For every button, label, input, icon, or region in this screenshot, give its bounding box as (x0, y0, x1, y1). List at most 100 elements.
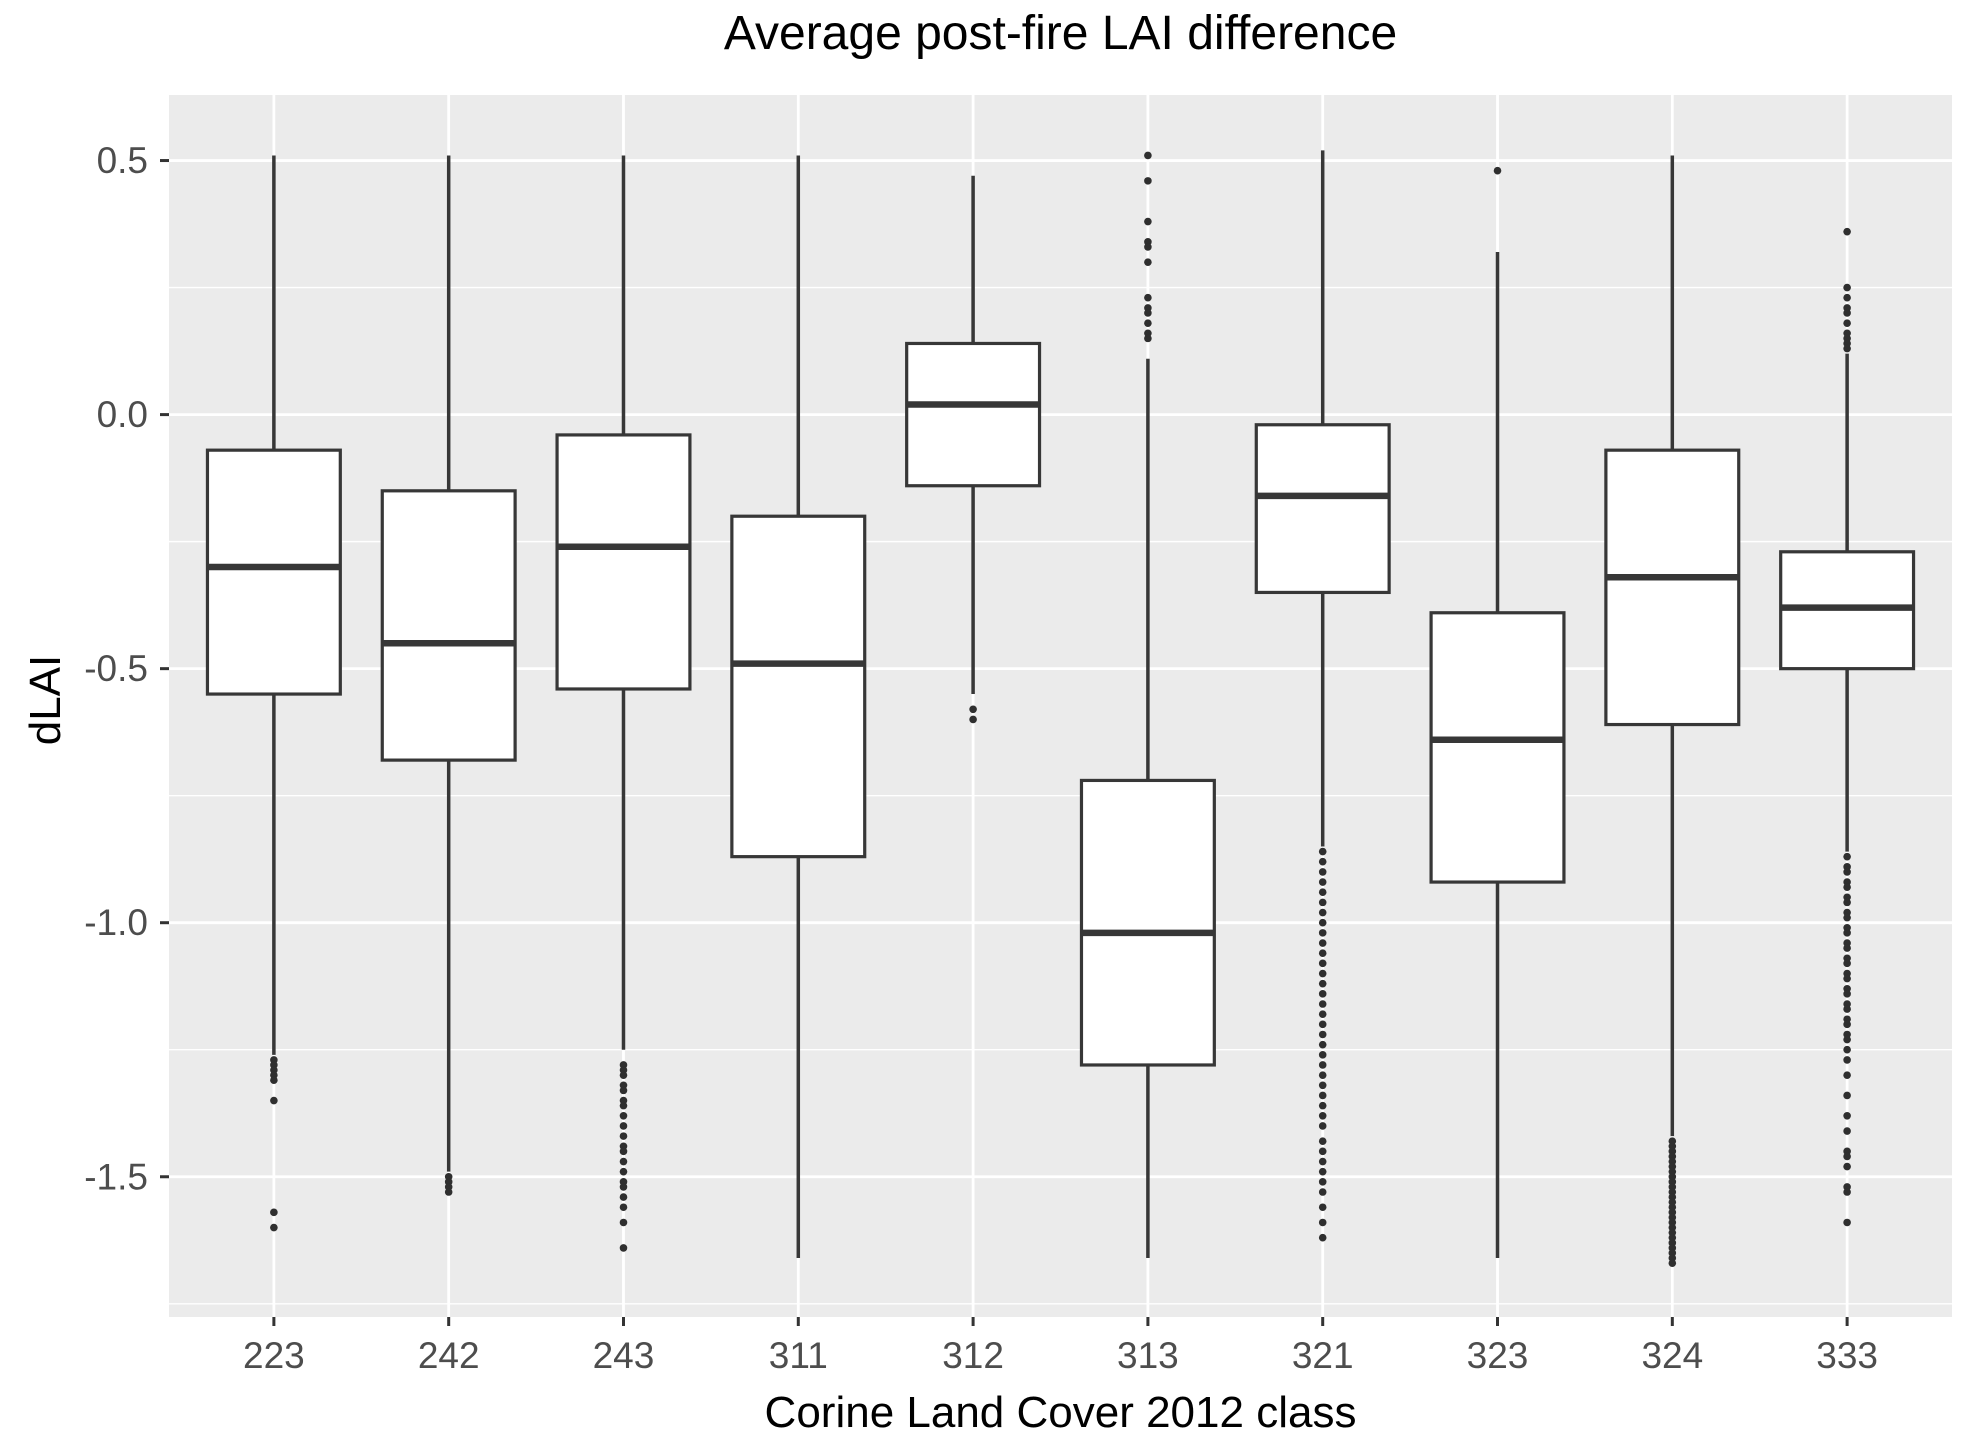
outlier-point-321 (1318, 1081, 1327, 1090)
outlier-point-243 (619, 1111, 628, 1120)
chart-title: Average post-fire LAI difference (723, 7, 1398, 60)
outlier-point-243 (619, 1071, 628, 1079)
x-tick-label-324: 324 (1641, 1335, 1703, 1376)
outlier-point-321 (1318, 1218, 1327, 1227)
outlier-point-333 (1843, 1127, 1851, 1135)
outlier-point-321 (1318, 868, 1327, 876)
outlier-point-243 (619, 1167, 628, 1176)
outlier-point-333 (1843, 283, 1851, 292)
outlier-point-313 (1144, 309, 1152, 317)
outlier-point-313 (1144, 243, 1152, 251)
outlier-point-243 (619, 1086, 628, 1095)
outlier-point-321 (1318, 1111, 1327, 1120)
outlier-point-243 (619, 1147, 628, 1156)
outlier-point-313 (1144, 293, 1152, 302)
y-tick-label: 0.0 (97, 394, 148, 435)
outlier-point-321 (1318, 1091, 1327, 1100)
outlier-point-321 (1318, 1203, 1327, 1212)
outlier-point-321 (1318, 1000, 1327, 1008)
outlier-point-243 (619, 1244, 628, 1252)
y-tick-label: -1.0 (84, 902, 148, 943)
outlier-point-321 (1318, 1010, 1327, 1018)
box-311 (730, 514, 867, 859)
y-axis-title: dLAI (21, 654, 70, 746)
outlier-point-243 (619, 1218, 628, 1227)
outlier-point-321 (1318, 979, 1327, 988)
outlier-point-321 (1318, 1061, 1327, 1069)
x-tick-label-311: 311 (769, 1335, 828, 1376)
outlier-point-321 (1318, 1020, 1327, 1029)
y-tick-label: -1.5 (84, 1156, 148, 1197)
box-242 (380, 489, 517, 762)
outlier-point-333 (1843, 1188, 1851, 1196)
outlier-point-333 (1843, 1218, 1851, 1227)
outlier-point-333 (1843, 944, 1851, 952)
outlier-point-321 (1318, 1122, 1327, 1130)
box-223 (205, 448, 342, 696)
outlier-point-333 (1843, 227, 1851, 236)
box-323 (1429, 611, 1566, 884)
box-312 (905, 341, 1042, 488)
outlier-point-321 (1318, 898, 1327, 907)
outlier-point-333 (1843, 913, 1851, 922)
outlier-point-321 (1318, 1071, 1327, 1079)
outlier-point-321 (1318, 878, 1327, 886)
outlier-point-321 (1318, 1030, 1327, 1039)
outlier-point-313 (1144, 258, 1152, 266)
outlier-point-333 (1843, 974, 1851, 983)
outlier-point-243 (619, 1193, 628, 1201)
outlier-point-313 (1144, 319, 1152, 327)
outlier-point-321 (1318, 918, 1327, 927)
outlier-point-321 (1318, 1040, 1327, 1049)
outlier-point-321 (1318, 908, 1327, 917)
box-321 (1254, 423, 1391, 595)
outlier-point-223 (270, 1076, 278, 1085)
x-tick-label-242: 242 (418, 1335, 480, 1376)
x-tick-label-243: 243 (593, 1335, 655, 1376)
outlier-point-333 (1843, 1071, 1851, 1079)
outlier-point-333 (1843, 1056, 1851, 1064)
outlier-point-321 (1318, 1137, 1327, 1145)
outlier-point-312 (969, 705, 977, 714)
outlier-point-333 (1843, 990, 1851, 998)
outlier-point-333 (1843, 868, 1851, 876)
outlier-point-223 (270, 1223, 278, 1232)
outlier-point-321 (1318, 949, 1327, 957)
outlier-point-333 (1843, 293, 1851, 302)
outlier-point-321 (1318, 939, 1327, 947)
outlier-point-242 (444, 1188, 453, 1196)
outlier-point-321 (1318, 1157, 1327, 1166)
outlier-point-333 (1843, 883, 1851, 891)
x-tick-label-223: 223 (243, 1335, 305, 1376)
outlier-point-333 (1843, 309, 1851, 317)
outlier-point-321 (1318, 857, 1327, 866)
outlier-point-321 (1318, 1167, 1327, 1176)
outlier-point-223 (270, 1096, 278, 1105)
outlier-point-333 (1843, 1005, 1851, 1013)
outlier-point-321 (1318, 959, 1327, 968)
outlier-point-321 (1318, 1101, 1327, 1110)
box-324 (1604, 448, 1741, 727)
x-tick-label-323: 323 (1467, 1335, 1529, 1376)
outlier-point-323 (1493, 166, 1502, 175)
box-243 (555, 433, 692, 691)
x-tick-label-321: 321 (1292, 1335, 1354, 1376)
outlier-point-313 (1144, 334, 1152, 343)
y-tick-label: 0.5 (97, 140, 148, 181)
outlier-point-321 (1318, 1233, 1327, 1242)
outlier-point-333 (1843, 929, 1851, 937)
outlier-point-321 (1318, 990, 1327, 998)
outlier-point-313 (1144, 177, 1152, 185)
outlier-point-312 (969, 715, 977, 724)
outlier-point-321 (1318, 1178, 1327, 1186)
outlier-point-243 (619, 1132, 628, 1140)
outlier-point-333 (1843, 898, 1851, 907)
outlier-point-333 (1843, 1091, 1851, 1100)
outlier-point-333 (1843, 1045, 1851, 1054)
outlier-point-333 (1843, 344, 1851, 353)
outlier-point-321 (1318, 1147, 1327, 1156)
outlier-point-321 (1318, 888, 1327, 897)
outlier-point-313 (1144, 217, 1152, 226)
